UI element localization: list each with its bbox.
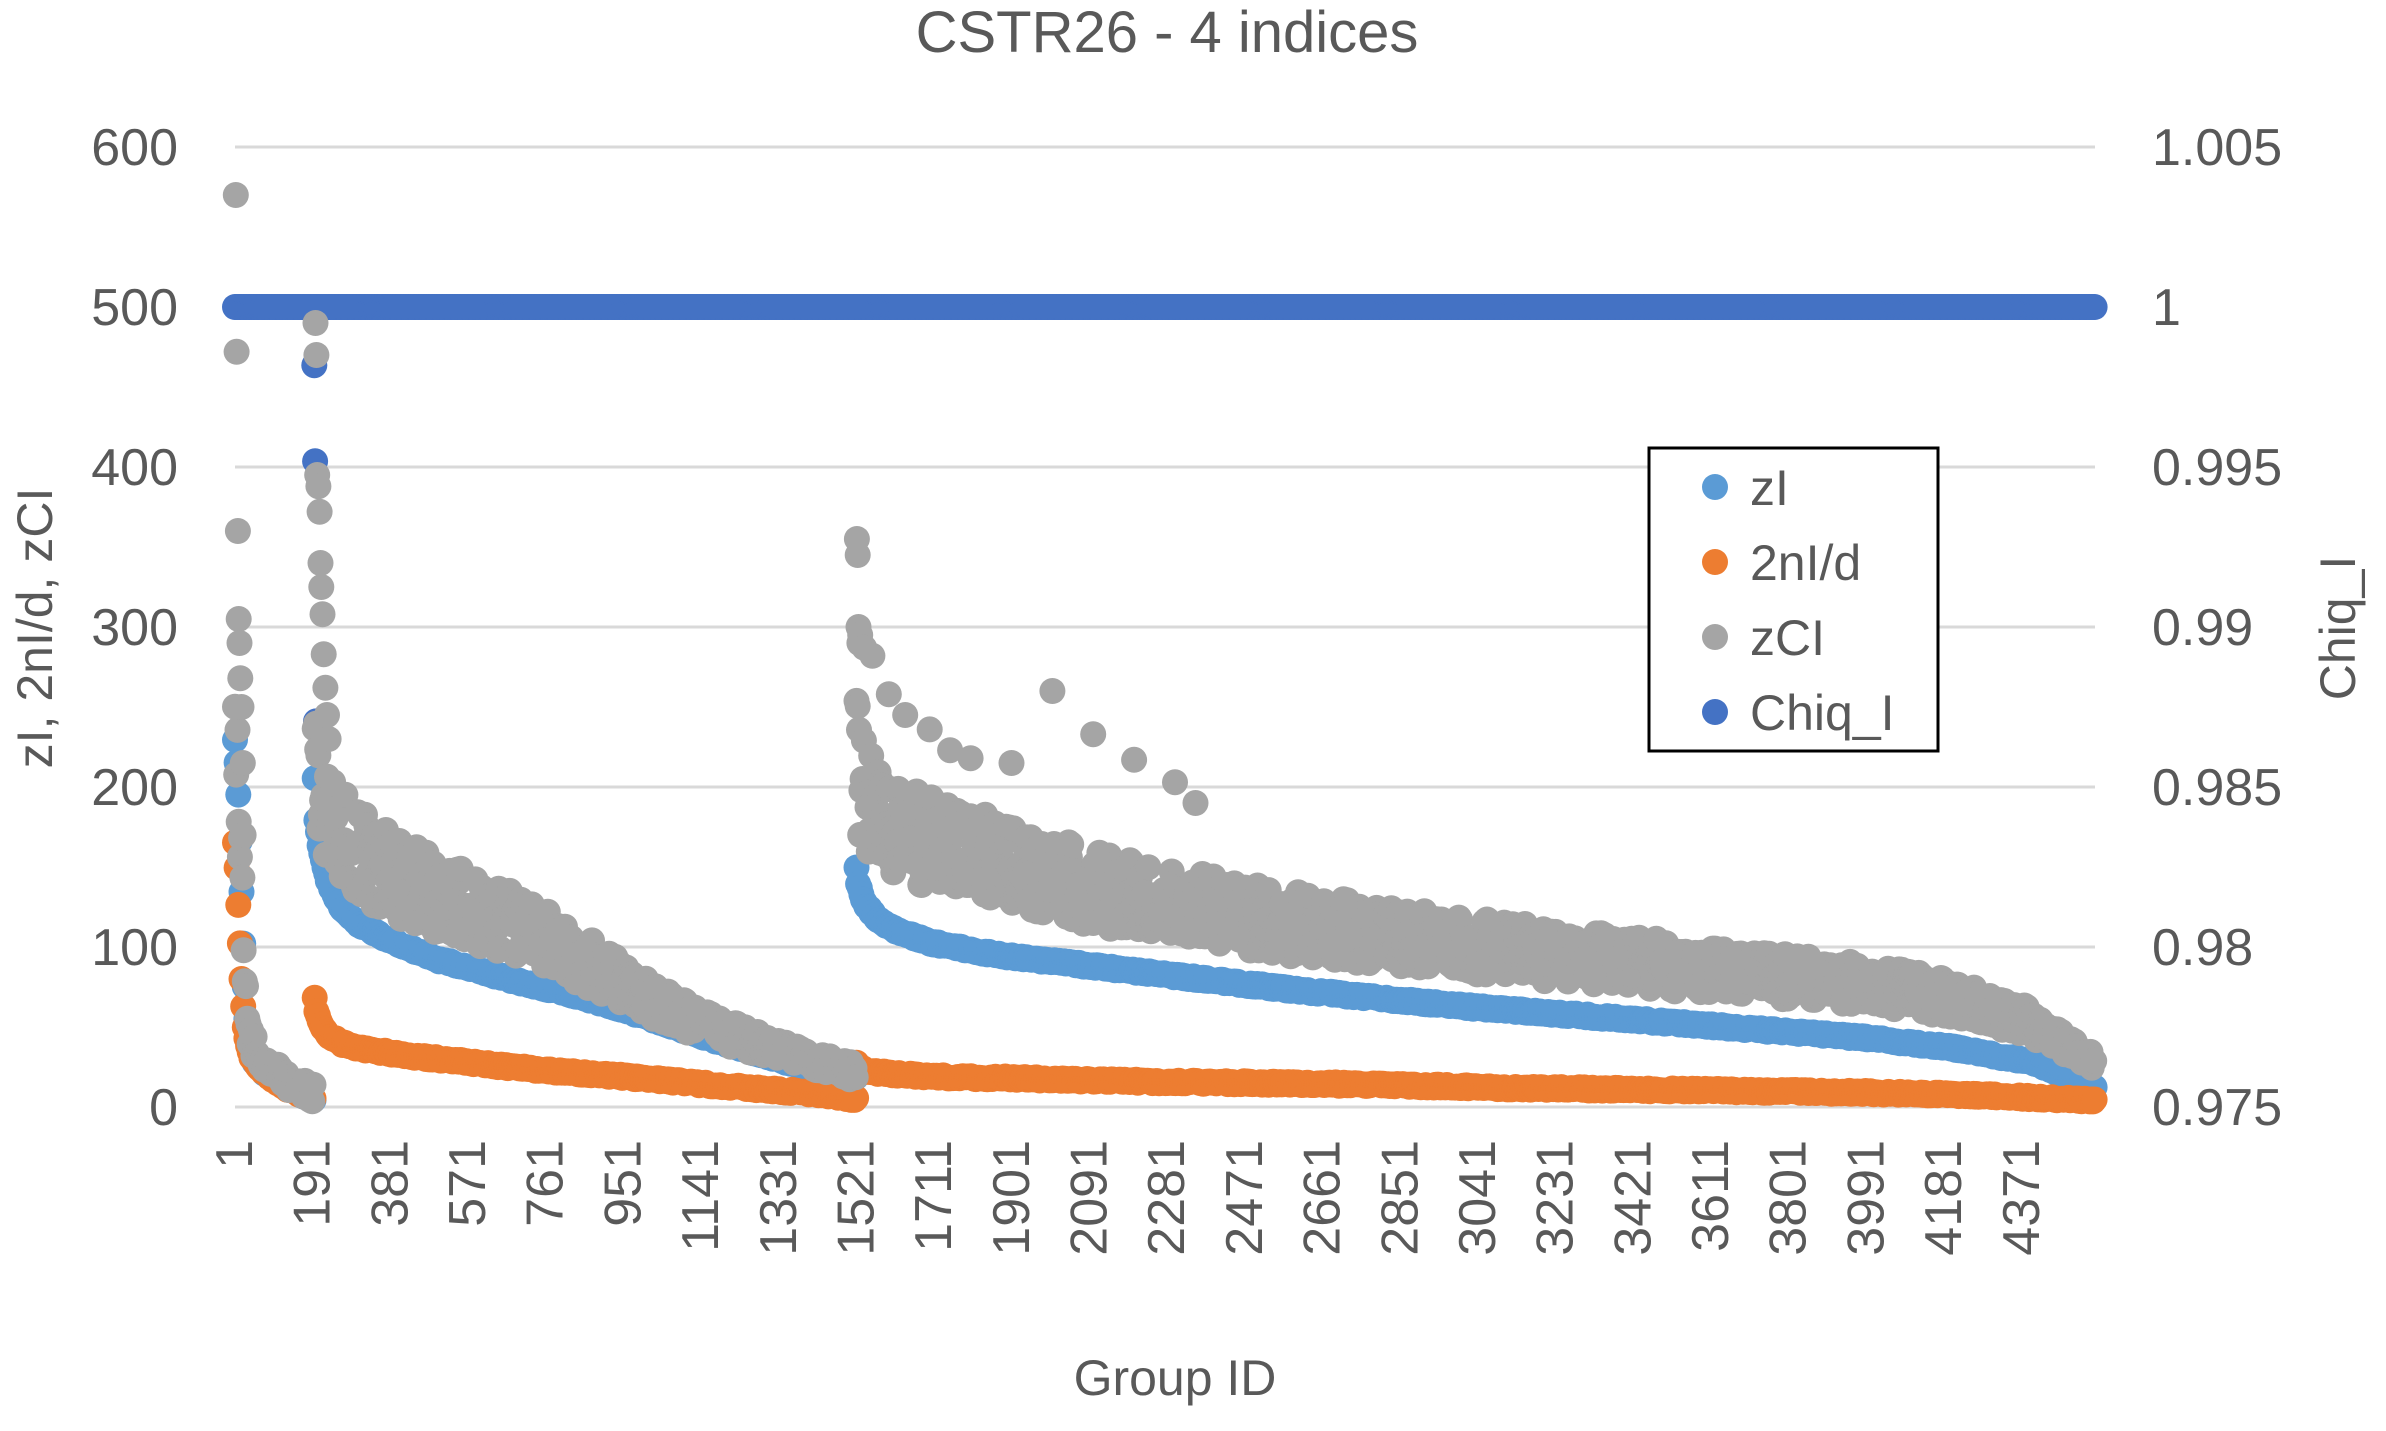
- x-tick-label: 3611: [1682, 1140, 1740, 1252]
- y-axis-left: 0 100 200 300 400 500 600: [91, 119, 178, 1137]
- x-tick-label: 2091: [1061, 1140, 1119, 1256]
- x-tick-label: 3801: [1760, 1140, 1818, 1256]
- data-point: [2081, 1086, 2108, 1113]
- x-tick-label: 1331: [750, 1140, 808, 1256]
- x-tick-label: 951: [594, 1140, 652, 1227]
- y2-tick-label: 1.005: [2152, 119, 2282, 177]
- x-tick-label: 2281: [1138, 1140, 1196, 1256]
- y2-tick-label: 1: [2152, 279, 2181, 337]
- x-axis: 1 191 381 571 761 951 1141 1331 1521 1711 1901 2091…: [206, 1140, 2051, 1256]
- chart-title: CSTR26 - 4 indices: [916, 0, 1419, 65]
- y2-tick-label: 0.995: [2152, 439, 2282, 497]
- x-tick-label: 761: [517, 1140, 575, 1227]
- data-point-outlier: [226, 630, 253, 656]
- x-tick-label: 3231: [1527, 1140, 1585, 1256]
- data-point: [224, 716, 251, 743]
- x-tick-label: 3991: [1837, 1140, 1895, 1256]
- y-axis-right: 0.975 0.98 0.985 0.99 0.995 1 1.005: [2152, 119, 2282, 1137]
- x-tick-label: 4371: [1993, 1140, 2051, 1256]
- data-point: [2081, 1047, 2108, 1074]
- y2-tick-label: 0.975: [2152, 1079, 2282, 1137]
- x-tick-label: 1141: [672, 1140, 730, 1252]
- x-tick-label: 381: [361, 1140, 419, 1227]
- series-Chiq_I: [222, 294, 2108, 735]
- x-tick-label: 571: [439, 1140, 497, 1227]
- data-point-outlier: [227, 665, 254, 692]
- x-tick-label: 1: [206, 1140, 264, 1169]
- data-point: [844, 693, 871, 720]
- y-tick-label: 600: [91, 119, 178, 177]
- data-point: [230, 937, 257, 964]
- y2-tick-label: 0.98: [2152, 919, 2253, 977]
- x-tick-label: 2661: [1294, 1140, 1352, 1256]
- y-tick-label: 100: [91, 919, 178, 977]
- data-point: [226, 844, 253, 870]
- y-tick-label: 300: [91, 599, 178, 657]
- data-point-outlier: [224, 518, 251, 544]
- x-tick-label: 1901: [983, 1140, 1041, 1256]
- y2-tick-label: 0.99: [2152, 599, 2253, 657]
- data-point: [300, 1071, 327, 1098]
- data-point-outlier: [222, 182, 249, 208]
- x-tick-label: 2471: [1216, 1140, 1274, 1256]
- data-point: [842, 1064, 869, 1091]
- y2-tick-label: 0.985: [2152, 759, 2282, 817]
- y-tick-label: 200: [91, 759, 178, 817]
- x-tick-label: 1711: [905, 1140, 963, 1252]
- y-tick-label: 0: [149, 1079, 178, 1137]
- x-tick-label: 3041: [1449, 1140, 1507, 1256]
- x-tick-label: 2851: [1371, 1140, 1429, 1256]
- data-point: [229, 864, 256, 891]
- series-layer: [222, 182, 2108, 1115]
- data-point: [225, 891, 252, 918]
- y-tick-label: 400: [91, 439, 178, 497]
- x-tick-label: 4181: [1915, 1140, 1973, 1256]
- data-point-outlier: [225, 606, 252, 632]
- x-tick-label: 191: [284, 1140, 342, 1227]
- data-point: [233, 973, 259, 1000]
- x-tick-label: 1521: [827, 1140, 885, 1256]
- x-tick-label: 3421: [1604, 1140, 1662, 1256]
- data-point: [2081, 294, 2108, 320]
- data-point: [1135, 854, 1162, 881]
- series-zCI: [222, 182, 2108, 1115]
- data-point-outlier: [223, 338, 250, 365]
- data-point: [225, 781, 252, 808]
- data-point-outlier: [228, 694, 255, 720]
- data-point: [1058, 831, 1085, 858]
- y-tick-label: 500: [91, 279, 178, 337]
